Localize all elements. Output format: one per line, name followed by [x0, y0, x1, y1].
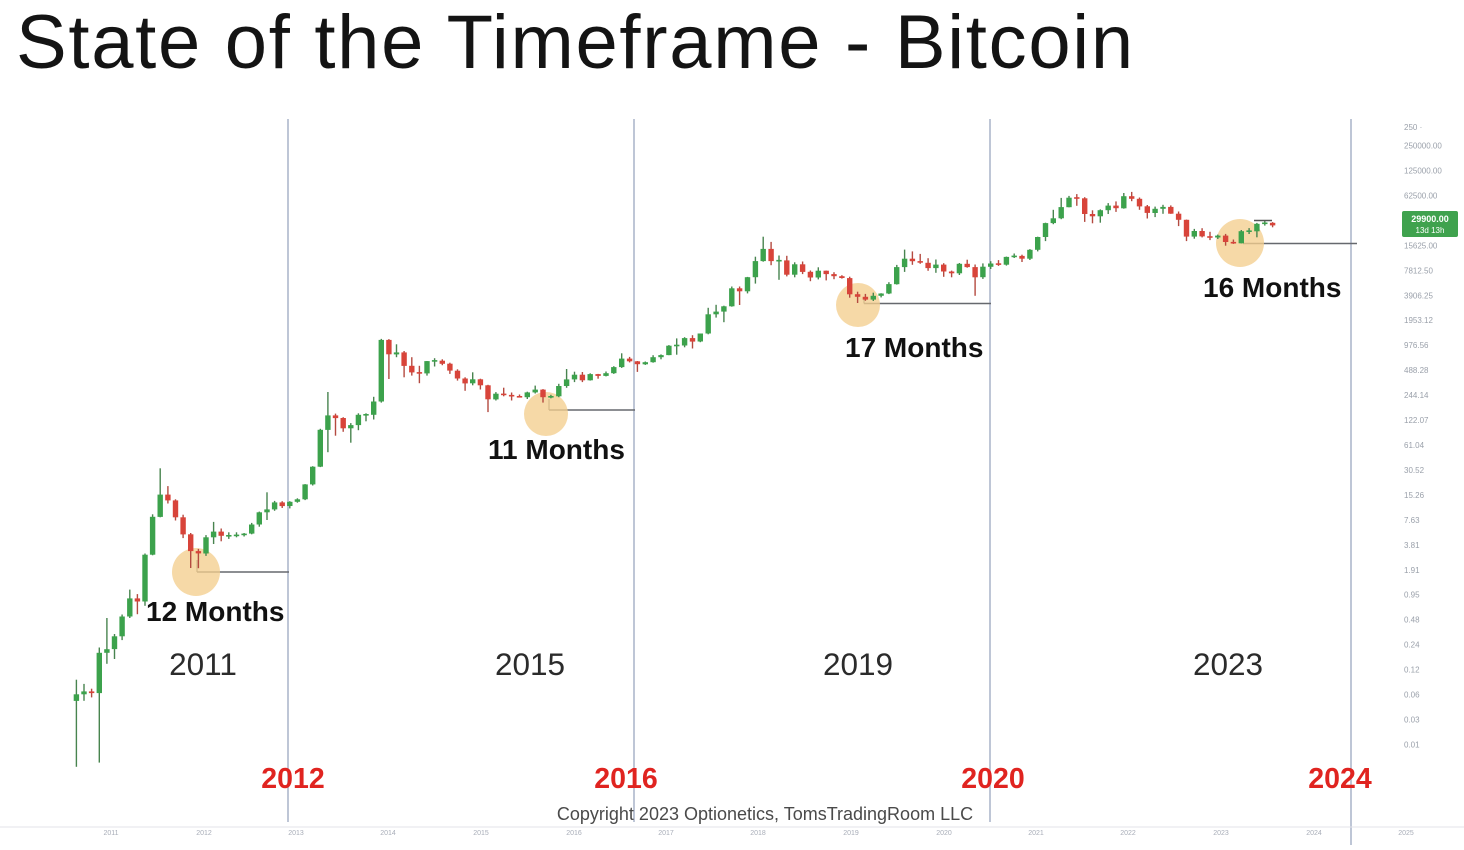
svg-text:11 Months: 11 Months	[488, 434, 625, 465]
svg-text:2023: 2023	[1213, 830, 1229, 837]
svg-text:0.01: 0.01	[1404, 740, 1420, 749]
svg-text:2020: 2020	[936, 830, 952, 837]
svg-text:17 Months: 17 Months	[845, 332, 983, 363]
svg-text:30.52: 30.52	[1404, 466, 1425, 475]
svg-text:0.12: 0.12	[1404, 666, 1420, 675]
svg-text:2017: 2017	[658, 830, 674, 837]
svg-text:Copyright 2023 Optionetics, To: Copyright 2023 Optionetics, TomsTradingR…	[557, 804, 973, 824]
svg-text:1.91: 1.91	[1404, 566, 1420, 575]
svg-text:3906.25: 3906.25	[1404, 291, 1433, 300]
svg-text:2020: 2020	[961, 763, 1024, 795]
svg-text:2011: 2011	[169, 646, 237, 682]
svg-text:0.24: 0.24	[1404, 641, 1420, 650]
svg-text:15625.00: 15625.00	[1404, 241, 1438, 250]
svg-text:2023: 2023	[1193, 646, 1263, 682]
svg-text:0.95: 0.95	[1404, 591, 1420, 600]
svg-text:2018: 2018	[750, 830, 766, 837]
svg-text:2016: 2016	[594, 763, 657, 795]
svg-text:488.28: 488.28	[1404, 366, 1429, 375]
svg-text:2024: 2024	[1306, 830, 1322, 837]
svg-text:7812.50: 7812.50	[1404, 266, 1433, 275]
svg-text:2012: 2012	[261, 763, 324, 795]
svg-text:2015: 2015	[473, 830, 489, 837]
svg-text:0.06: 0.06	[1404, 691, 1420, 700]
svg-text:State of the Timeframe - Bitco: State of the Timeframe - Bitcoin	[16, 0, 1135, 85]
svg-text:250000.00: 250000.00	[1404, 142, 1442, 151]
svg-text:976.56: 976.56	[1404, 341, 1429, 350]
svg-text:0.48: 0.48	[1404, 616, 1420, 625]
svg-text:15.26: 15.26	[1404, 491, 1425, 500]
svg-text:2025: 2025	[1398, 830, 1414, 837]
svg-text:3.81: 3.81	[1404, 541, 1420, 550]
svg-text:2019: 2019	[843, 830, 859, 837]
svg-text:250 ·: 250 ·	[1404, 123, 1422, 132]
svg-text:125000.00: 125000.00	[1404, 167, 1442, 176]
svg-text:2021: 2021	[1028, 830, 1044, 837]
svg-text:2019: 2019	[823, 646, 893, 682]
svg-text:16 Months: 16 Months	[1203, 272, 1341, 303]
svg-text:2014: 2014	[380, 830, 396, 837]
svg-text:13d 13h: 13d 13h	[1416, 226, 1445, 235]
svg-text:2016: 2016	[566, 830, 582, 837]
svg-text:1953.12: 1953.12	[1404, 316, 1433, 325]
svg-text:12 Months: 12 Months	[146, 596, 284, 627]
svg-text:2022: 2022	[1120, 830, 1136, 837]
svg-text:7.63: 7.63	[1404, 516, 1420, 525]
svg-text:62500.00: 62500.00	[1404, 192, 1438, 201]
svg-text:0.03: 0.03	[1404, 716, 1420, 725]
svg-text:2011: 2011	[103, 830, 118, 837]
svg-text:2013: 2013	[288, 830, 304, 837]
svg-text:61.04: 61.04	[1404, 441, 1425, 450]
svg-text:244.14: 244.14	[1404, 391, 1429, 400]
svg-text:29900.00: 29900.00	[1411, 214, 1449, 224]
svg-text:122.07: 122.07	[1404, 416, 1429, 425]
svg-text:2012: 2012	[196, 830, 212, 837]
svg-text:2015: 2015	[495, 646, 565, 682]
svg-text:2024: 2024	[1308, 763, 1372, 795]
